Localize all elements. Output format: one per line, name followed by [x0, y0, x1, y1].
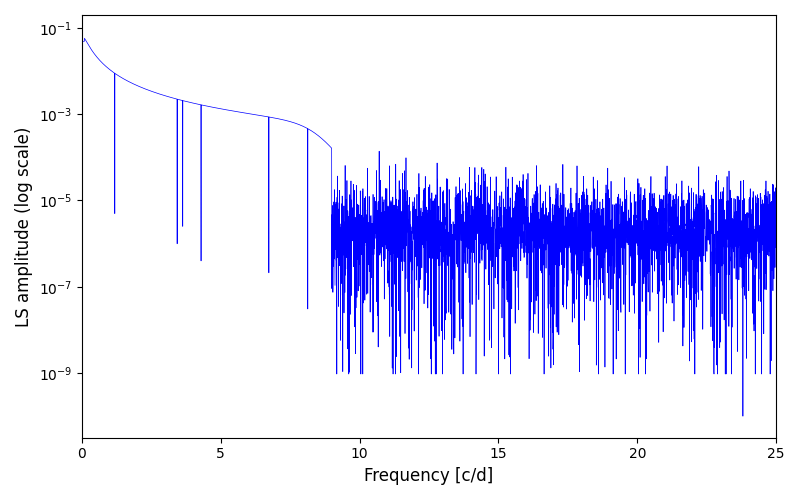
X-axis label: Frequency [c/d]: Frequency [c/d] — [364, 467, 494, 485]
Y-axis label: LS amplitude (log scale): LS amplitude (log scale) — [15, 126, 33, 326]
